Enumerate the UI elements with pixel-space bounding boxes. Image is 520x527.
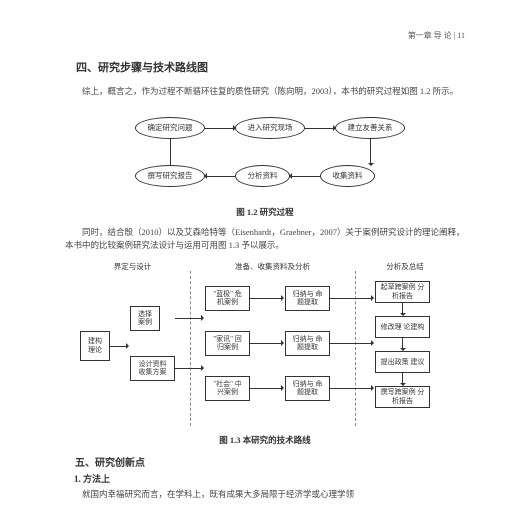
- arrow: [290, 176, 320, 177]
- phase1-label: 界定与设计: [75, 261, 190, 272]
- arrow: [250, 388, 283, 389]
- box-code3: 归纳与 命题提取: [285, 376, 330, 401]
- phase-divider: [190, 271, 191, 426]
- node-analyze: 分析资料: [235, 165, 290, 187]
- arrow: [205, 176, 235, 177]
- arrow: [305, 128, 335, 129]
- arrow: [250, 298, 283, 299]
- arrow: [402, 303, 403, 315]
- arrow: [110, 346, 128, 347]
- arrow: [402, 338, 403, 350]
- arrow: [370, 139, 371, 165]
- arrow: [170, 139, 171, 165]
- section5-title: 五、研究创新点: [65, 454, 465, 469]
- section4-title: 四、研究步骤与技术路线图: [65, 59, 465, 75]
- section4-para2: 同时，结合殷（2010）以及艾森哈特等（Eisenhardt，Graebner，…: [65, 226, 465, 253]
- box-case2: "家讯" 回归案例: [205, 331, 250, 356]
- arrow: [175, 318, 203, 319]
- box-report: 撰写跨案例 分析报告: [375, 386, 430, 408]
- box-case1: "蓝极" 危机案例: [205, 286, 250, 311]
- box-code1: 归纳与 命题提取: [285, 286, 330, 311]
- node-enter-field: 进入研究现场: [235, 117, 305, 139]
- figure-1-2: 确定研究问题 进入研究现场 建立友善关系 撰写研究报告 分析资料 收集资料: [65, 105, 465, 200]
- box-design: 设计资料 收集方案: [130, 356, 175, 381]
- arrow: [330, 388, 373, 389]
- fig1-caption: 图 1.2 研究过程: [65, 206, 465, 218]
- box-theory: 建构 理论: [80, 331, 110, 361]
- arrow: [250, 343, 283, 344]
- node-build-rapport: 建立友善关系: [335, 117, 405, 139]
- section5-sub1: 1. 方法上: [65, 472, 465, 485]
- page-header: 第一章 导 论 | 11: [65, 30, 465, 41]
- arrow: [402, 373, 403, 385]
- arrow: [205, 128, 235, 129]
- box-modify: 修改理 论建构: [375, 316, 430, 338]
- node-write-report: 撰写研究报告: [135, 165, 205, 187]
- phase3-label: 分析及总结: [355, 261, 455, 272]
- phase2-label: 准备、收集资料及分析: [190, 261, 355, 272]
- fig2-caption: 图 1.3 本研究的技术路线: [65, 434, 465, 446]
- section5-para1: 就国内幸福研究而言，在学科上，既有成果大多局限于经济学或心理学领: [65, 488, 465, 502]
- node-define-problem: 确定研究问题: [135, 117, 205, 139]
- arrow: [330, 298, 373, 299]
- arrow: [175, 368, 203, 369]
- box-cross: 起草跨案例 分析报告: [375, 281, 430, 303]
- arrow: [330, 343, 373, 344]
- box-case3: "社会" 中兴案例: [205, 376, 250, 401]
- box-code2: 归纳与 命题提取: [285, 331, 330, 356]
- box-policy: 提出政策 建议: [375, 351, 430, 373]
- phase-divider: [355, 271, 356, 426]
- figure-1-3: 界定与设计 准备、收集资料及分析 分析及总结 建构 理论 选择 案例 设计资料 …: [65, 261, 465, 426]
- section4-para1: 综上，概言之，作为过程不断循环往复的质性研究（陈向明，2003），本书的研究过程…: [65, 85, 465, 99]
- box-select: 选择 案例: [130, 306, 160, 331]
